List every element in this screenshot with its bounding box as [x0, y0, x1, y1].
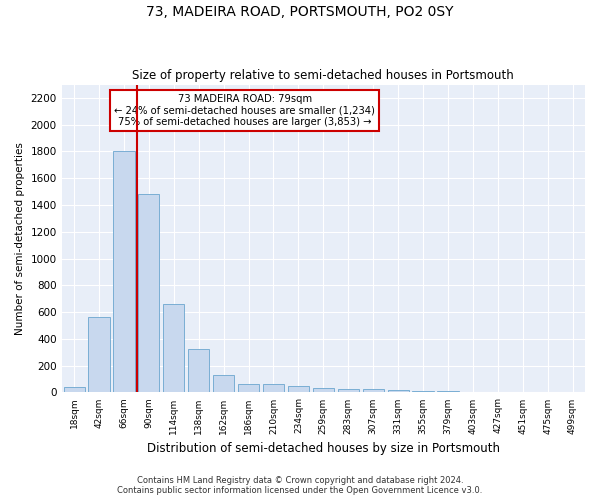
Bar	[88, 318, 110, 392]
Bar	[263, 384, 284, 392]
Text: 73 MADEIRA ROAD: 79sqm
← 24% of semi-detached houses are smaller (1,234)
75% of : 73 MADEIRA ROAD: 79sqm ← 24% of semi-det…	[115, 94, 375, 127]
Bar	[313, 388, 334, 392]
Title: Size of property relative to semi-detached houses in Portsmouth: Size of property relative to semi-detach…	[133, 69, 514, 82]
X-axis label: Distribution of semi-detached houses by size in Portsmouth: Distribution of semi-detached houses by …	[147, 442, 500, 455]
Text: 73, MADEIRA ROAD, PORTSMOUTH, PO2 0SY: 73, MADEIRA ROAD, PORTSMOUTH, PO2 0SY	[146, 5, 454, 19]
Bar	[138, 194, 160, 392]
Y-axis label: Number of semi-detached properties: Number of semi-detached properties	[15, 142, 25, 335]
Bar	[388, 390, 409, 392]
Bar	[188, 349, 209, 393]
Bar	[238, 384, 259, 392]
Text: Contains HM Land Registry data © Crown copyright and database right 2024.
Contai: Contains HM Land Registry data © Crown c…	[118, 476, 482, 495]
Bar	[163, 304, 184, 392]
Bar	[288, 386, 309, 392]
Bar	[213, 375, 234, 392]
Bar	[362, 390, 384, 392]
Bar	[412, 391, 434, 392]
Bar	[338, 389, 359, 392]
Bar	[113, 152, 134, 392]
Bar	[64, 387, 85, 392]
